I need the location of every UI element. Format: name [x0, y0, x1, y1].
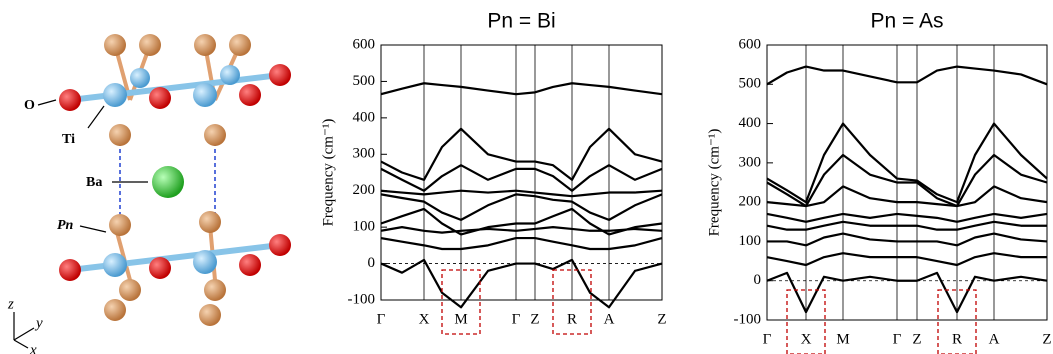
x-tick-label: Z [530, 311, 539, 327]
y-tick-label: 500 [739, 76, 762, 92]
y-tick-label: 500 [353, 73, 376, 89]
y-tick-label: 300 [739, 154, 762, 170]
phonon-band [767, 214, 1047, 222]
phonon-band [381, 238, 662, 249]
phonon-band [381, 83, 662, 94]
y-tick-label: 600 [739, 36, 762, 52]
figure: O Ti Ba Pn z y x Pn = Bi Frequency (cm⁻¹)… [0, 0, 1053, 354]
x-tick-label: A [604, 311, 615, 327]
y-axis-label: Frequency (cm⁻¹) [320, 119, 336, 227]
y-tick-label: 0 [754, 272, 762, 288]
y-tick-label: -100 [348, 291, 376, 307]
crystal-structure: O Ti Ba Pn z y x [7, 34, 291, 354]
x-tick-label: Γ [377, 311, 386, 327]
x-tick-label: Z [1042, 331, 1051, 347]
x-tick-label: M [454, 311, 467, 327]
atom-label: Pn [57, 218, 74, 233]
x-tick-label: R [952, 331, 962, 347]
phonon-band [767, 273, 1047, 312]
x-tick-label: X [419, 311, 430, 327]
y-tick-label: 400 [739, 115, 762, 131]
y-tick-label: 600 [353, 36, 376, 52]
phonon-band [381, 165, 662, 191]
atom-label: O [24, 98, 35, 113]
phonon-band [767, 222, 1047, 230]
x-tick-label: X [801, 331, 812, 347]
y-tick-label: 400 [353, 109, 376, 125]
chart-title: Pn = As [871, 10, 944, 33]
x-tick-label: Z [912, 331, 921, 347]
pointer-arrows [38, 100, 148, 232]
x-tick-label: A [989, 331, 1000, 347]
x-tick-label: Γ [763, 331, 772, 347]
y-tick-label: 0 [368, 255, 376, 271]
x-tick-label: Γ [893, 331, 902, 347]
chart-title: Pn = Bi [487, 10, 555, 33]
phonon-band [767, 253, 1047, 265]
axis-letter: z [7, 296, 14, 312]
x-tick-label: R [567, 311, 577, 327]
atom-label: Ti [62, 132, 75, 147]
y-tick-label: 200 [353, 182, 376, 198]
atom-label: Ba [86, 175, 102, 190]
x-tick-label: Z [657, 311, 666, 327]
phonon-band [767, 234, 1047, 246]
phonon-band [767, 67, 1047, 85]
y-tick-label: 100 [739, 233, 762, 249]
x-tick-label: Γ [512, 311, 521, 327]
phonon-band [381, 194, 662, 220]
axis-letter: y [34, 315, 43, 331]
y-axis-label: Frequency (cm⁻¹) [706, 129, 722, 237]
axis-letter: x [29, 342, 37, 354]
y-tick-label: 200 [739, 194, 762, 210]
y-tick-label: 300 [353, 146, 376, 162]
x-tick-label: M [836, 331, 849, 347]
y-tick-label: -100 [734, 311, 762, 327]
y-tick-label: 100 [353, 219, 376, 235]
